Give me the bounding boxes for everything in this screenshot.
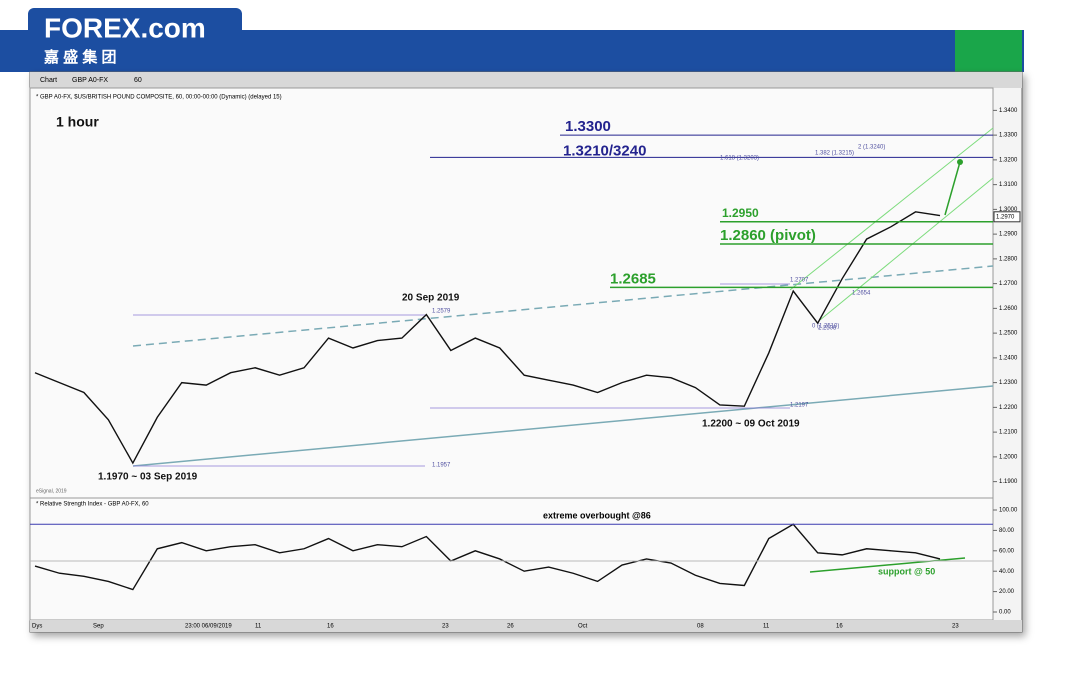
channel-top — [789, 127, 994, 291]
y-tick-label: 60.00 — [999, 548, 1015, 554]
toolbar — [30, 72, 1022, 88]
level-label: 1.2860 (pivot) — [720, 227, 816, 244]
toolbar-interval[interactable]: 60 — [134, 77, 142, 84]
last-price-box — [993, 211, 1021, 223]
last-price: 1.2970 — [996, 214, 1015, 220]
x-tick-label: Dys — [32, 624, 42, 630]
y-tick-label: 1.3200 — [999, 157, 1018, 163]
x-tick-label: Oct — [578, 624, 588, 630]
y-tick-label: 80.00 — [999, 528, 1015, 534]
x-tick-label: 16 — [327, 624, 334, 630]
source: eSignal, 2019 — [36, 488, 67, 494]
y-tick-label: 1.3400 — [999, 108, 1018, 114]
x-tick-label: 23 — [442, 624, 449, 630]
y-tick-label: 1.2200 — [999, 405, 1018, 411]
y-tick-label: 0.00 — [999, 610, 1011, 616]
x-axis-bar — [30, 620, 1022, 632]
y-tick-label: 100.00 — [999, 508, 1018, 514]
level-label: 1.2950 — [722, 206, 759, 220]
annotation: 1.2508 — [818, 326, 837, 332]
trend-dashed — [132, 265, 994, 347]
x-tick-label: 16 — [836, 624, 843, 630]
x-tick-label: 08 — [697, 624, 704, 630]
annotation: 1.2654 — [852, 291, 871, 297]
y-tick-label: 1.2700 — [999, 281, 1018, 287]
arrow — [944, 161, 961, 216]
rsi-title: * Relative Strength Index - GBP A0-FX, 6… — [36, 502, 149, 508]
channel-bottom — [819, 177, 994, 321]
green-square — [955, 30, 1022, 72]
arrow-head — [957, 159, 963, 165]
level-label: 1.3210/3240 — [563, 142, 646, 159]
annotation: 20 Sep 2019 — [402, 293, 460, 304]
rsi-panel — [29, 497, 994, 621]
y-tick-label: 1.3000 — [999, 207, 1018, 213]
x-tick-label: 23:00 06/09/2019 — [185, 624, 232, 630]
level-label: 1.2685 — [610, 270, 656, 287]
logo-subtitle: 嘉 盛 集 团 — [43, 48, 117, 66]
trend-support — [132, 385, 994, 467]
y-tick-label: 1.2400 — [999, 355, 1018, 361]
y-tick-label: 20.00 — [999, 589, 1015, 595]
y-tick-label: 40.00 — [999, 569, 1015, 575]
annotation: 1 hour — [56, 114, 99, 130]
y-tick-label: 1.2300 — [999, 380, 1018, 386]
x-tick-label: 11 — [763, 624, 770, 630]
rsi-support-line — [809, 557, 966, 573]
level-label: 1.3300 — [565, 118, 611, 135]
annotation: 1.382 (1.3215) — [815, 151, 854, 157]
price-line — [34, 523, 941, 591]
x-tick-label: 26 — [507, 624, 514, 630]
logo: FOREX.com — [44, 12, 206, 43]
annotation: 0 (1.2510) — [812, 324, 839, 330]
annotation: 2 (1.3240) — [858, 145, 885, 151]
y-tick-label: 1.1900 — [999, 479, 1018, 485]
toolbar-symbol[interactable]: GBP A0-FX — [72, 77, 108, 84]
annotation: 1.2707 — [790, 278, 809, 284]
annotation: 1.1957 — [432, 463, 451, 469]
price-title: * GBP A0-FX, $US/BRITISH POUND COMPOSITE… — [36, 95, 282, 101]
price-line — [34, 211, 941, 465]
x-tick-label: 23 — [952, 624, 959, 630]
y-tick-label: 1.3100 — [999, 182, 1018, 188]
price-panel — [29, 87, 994, 499]
y-tick-label: 1.2100 — [999, 430, 1018, 436]
y-tick-label: 1.2900 — [999, 232, 1018, 238]
y-tick-label: 1.3300 — [999, 133, 1018, 139]
y-tick-label: 1.2800 — [999, 256, 1018, 262]
overbought-label: extreme overbought @86 — [543, 511, 651, 521]
logo-box — [28, 8, 242, 72]
y-tick-label: 1.2500 — [999, 331, 1018, 337]
annotation: 1.2197 — [790, 403, 809, 409]
annotation: 1.2579 — [432, 309, 451, 315]
y-tick-label: 1.2000 — [999, 454, 1018, 460]
toolbar-tab[interactable]: Chart — [40, 77, 57, 84]
support-label: support @ 50 — [878, 566, 935, 576]
annotation: 1.2200 ~ 09 Oct 2019 — [702, 419, 800, 430]
y-tick-label: 1.2600 — [999, 306, 1018, 312]
x-tick-label: 11 — [255, 624, 262, 630]
annotation: 1.1970 ~ 03 Sep 2019 — [98, 472, 198, 483]
x-tick-label: Sep — [93, 624, 104, 630]
annotation: 1.618 (1.3203) — [720, 156, 759, 162]
